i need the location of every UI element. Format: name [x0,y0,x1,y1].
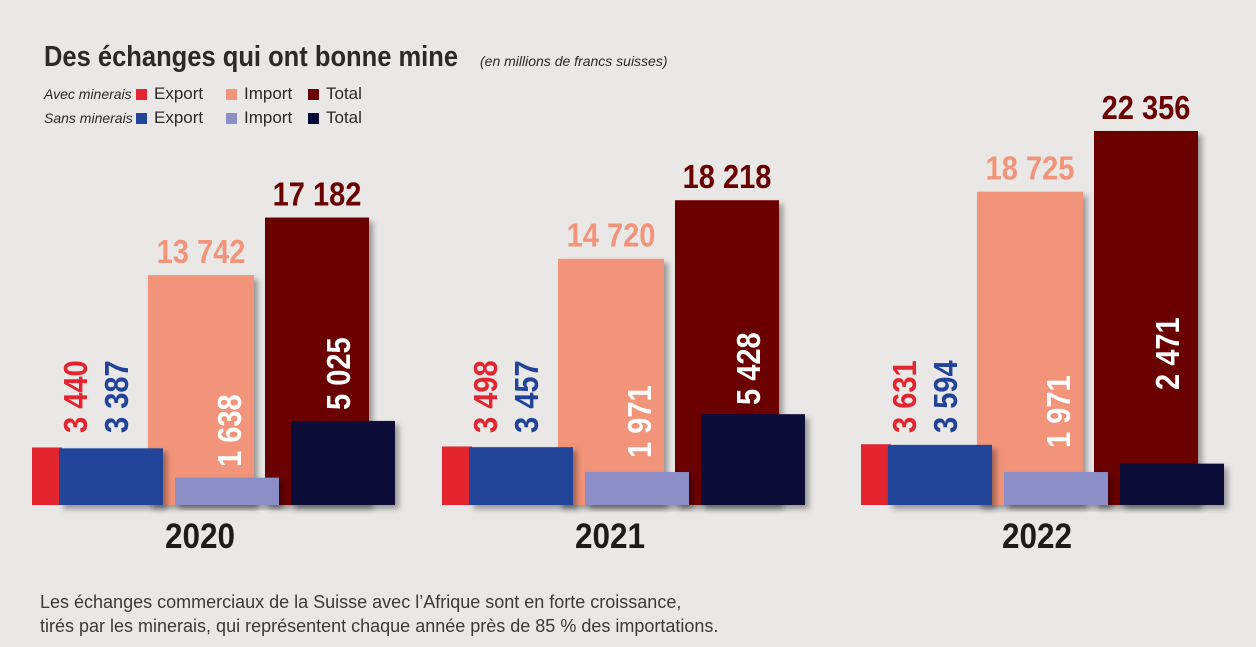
legend-item-sans-import: Import [226,108,308,128]
value-label-avec-minerais-import-2021: 14 720 [567,217,656,254]
category-label-2020: 2020 [165,518,235,557]
value-label-sans-minerais-export-2021: 3 457 [508,360,545,433]
bar-group-2020: 13 742 17 182 3 440 3 387 1 638 5 025 2020 [32,176,395,557]
value-label-sans-minerais-export-2022: 3 594 [927,360,964,433]
bar-group-2021: 14 720 18 218 3 498 3 457 1 971 5 428 2021 [442,158,805,556]
bar-avec-minerais-total-2022 [1094,131,1198,505]
value-label-avec-minerais-import-2020: 13 742 [157,233,246,270]
legend-row-avec: Avec minerais Export Import Total [44,83,362,105]
value-label-sans-minerais-export-2020: 3 387 [98,360,135,433]
legend-label: Total [326,108,362,127]
caption-line: tirés par les minerais, qui représentent… [40,616,719,636]
bar-avec-minerais-export-2021 [442,446,472,505]
value-label-sans-minerais-total-2020: 5 025 [320,337,357,410]
bar-sans-minerais-total-2022 [1120,463,1224,505]
chart-caption: Les échanges commerciaux de la Suisse av… [40,590,718,638]
value-label-avec-minerais-export-2020: 3 440 [57,360,94,433]
value-label-avec-minerais-import-2022: 18 725 [986,150,1075,187]
value-label-avec-minerais-total-2020: 17 182 [273,176,362,213]
bar-sans-minerais-import-2020 [175,477,279,505]
bar-sans-minerais-import-2021 [585,472,689,505]
legend-item-sans-export: Export [136,108,226,128]
value-label-sans-minerais-import-2020: 1 638 [211,394,248,467]
caption-line: Les échanges commerciaux de la Suisse av… [40,592,682,612]
bar-sans-minerais-total-2021 [701,414,805,505]
chart-title: Des échanges qui ont bonne mine [44,41,459,73]
category-label-2021: 2021 [575,518,645,557]
bar-avec-minerais-export-2020 [32,447,62,505]
legend-swatch [136,88,147,100]
value-label-avec-minerais-export-2022: 3 631 [886,360,923,433]
legend-label: Import [244,108,293,127]
legend-swatch [226,88,237,100]
value-label-avec-minerais-total-2021: 18 218 [683,158,772,195]
legend-swatch [308,88,319,100]
legend-group-label: Sans minerais [44,110,133,126]
bar-group-2022: 18 725 22 356 3 631 3 594 1 971 2 471 2022 [861,89,1224,556]
legend-label: Export [154,108,204,127]
bar-avec-minerais-export-2022 [861,444,891,505]
bar-avec-minerais-import-2021 [558,258,664,505]
legend-group-label: Avec minerais [44,86,132,102]
value-label-sans-minerais-total-2021: 5 428 [730,332,767,405]
value-label-sans-minerais-import-2021: 1 971 [621,385,658,458]
legend-item-sans-total: Total [308,108,362,128]
bar-sans-minerais-export-2021 [469,447,573,505]
legend-label: Export [154,84,204,103]
value-label-avec-minerais-total-2022: 22 356 [1102,89,1191,126]
bar-avec-minerais-import-2020 [148,275,254,505]
legend-row-sans: Sans minerais Export Import Total [44,107,362,129]
bar-avec-minerais-import-2022 [977,191,1083,505]
value-label-sans-minerais-total-2022: 2 471 [1149,317,1186,390]
legend-item-avec-export: Export [136,84,226,104]
bar-sans-minerais-export-2020 [59,448,163,505]
category-label-2022: 2022 [1002,518,1072,557]
value-label-avec-minerais-export-2021: 3 498 [467,360,504,433]
chart-subtitle: (en millions de francs suisses) [480,53,668,69]
bar-sans-minerais-export-2022 [888,444,992,505]
value-label-sans-minerais-import-2022: 1 971 [1040,375,1077,448]
legend-swatch [308,112,319,124]
legend-item-avec-total: Total [308,84,362,104]
bar-sans-minerais-import-2022 [1004,472,1108,505]
legend-item-avec-import: Import [226,84,308,104]
bar-sans-minerais-total-2020 [291,420,395,505]
legend-swatch [226,112,237,124]
legend-label: Total [326,84,362,103]
legend-label: Import [244,84,293,103]
legend-swatch [136,112,147,124]
